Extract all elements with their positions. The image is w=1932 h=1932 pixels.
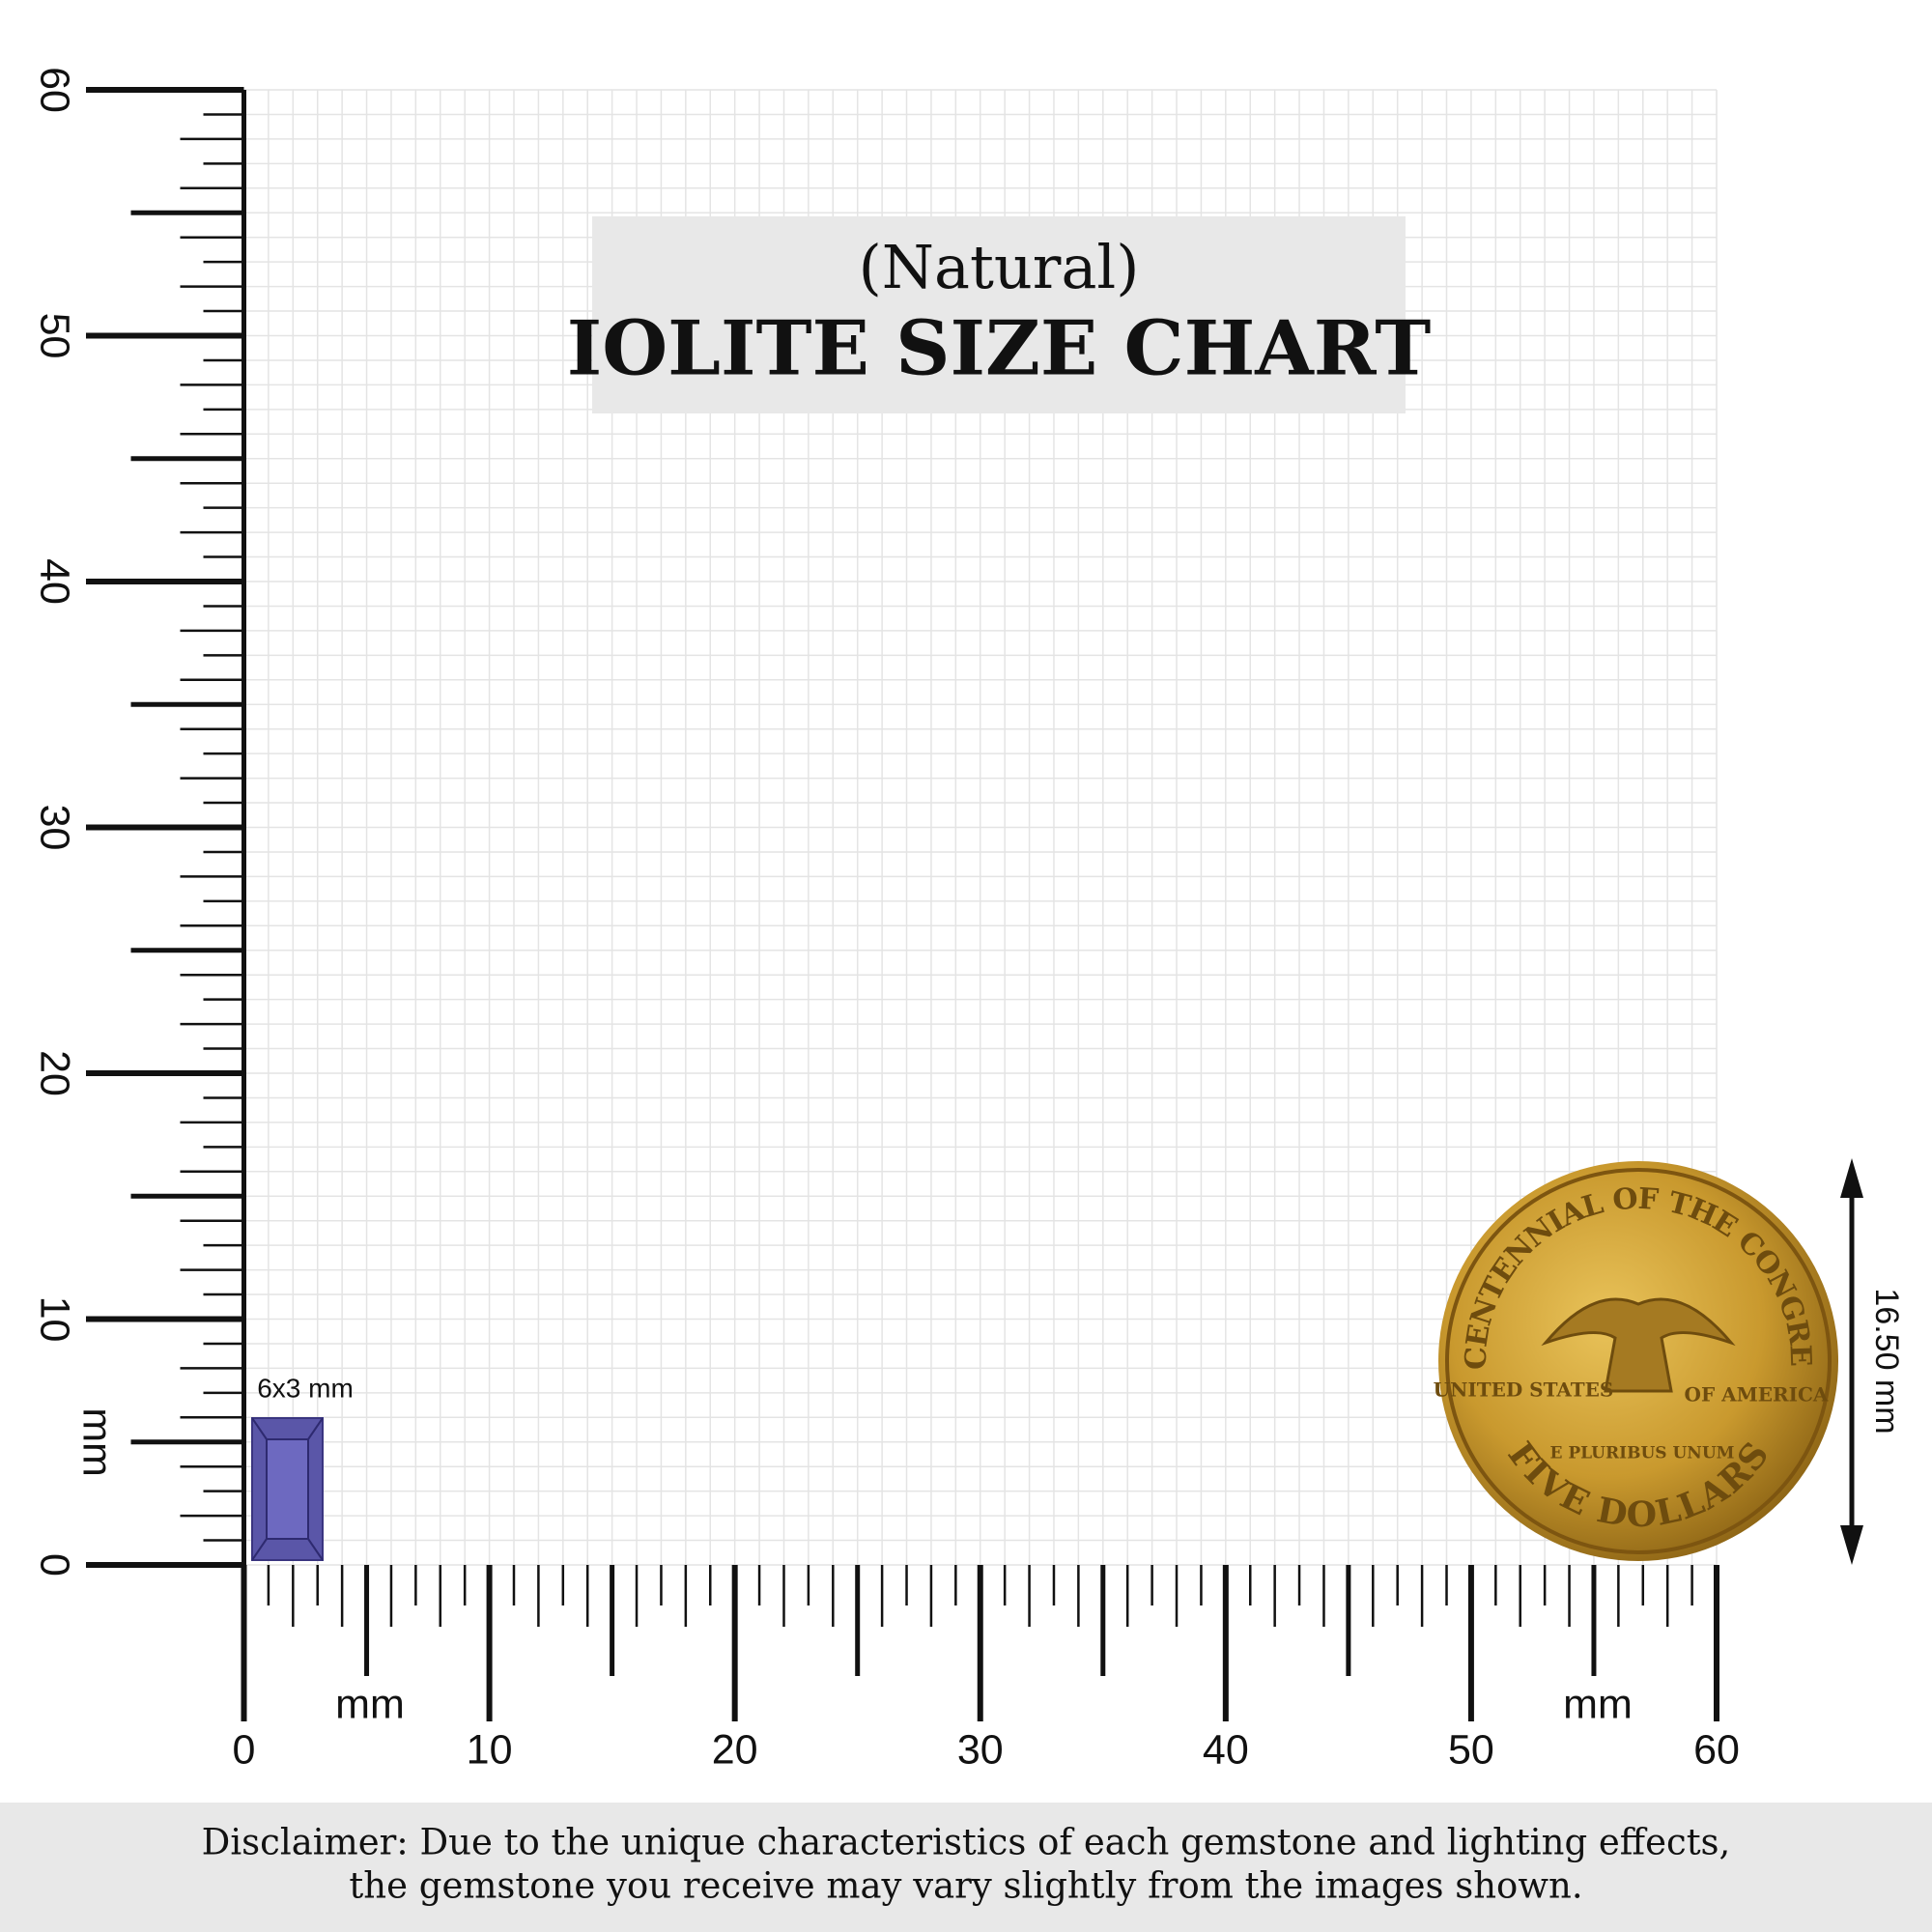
y-tick-label: 30 (32, 805, 78, 851)
coin-label: 16.50 mm (1868, 1288, 1905, 1434)
x-tick-label: 60 (1693, 1726, 1740, 1773)
gem (251, 1417, 324, 1561)
title: IOLITE SIZE CHART (567, 305, 1432, 393)
x-tick-label: 40 (1203, 1726, 1249, 1773)
title-box (592, 216, 1406, 413)
x-tick-label: 10 (467, 1726, 513, 1773)
coin-left-text: UNITED STATES (1434, 1378, 1614, 1402)
disclaimer-line: Disclaimer: Due to the unique characteri… (202, 1822, 1731, 1863)
x-unit-left: mm (335, 1681, 405, 1727)
y-tick-label: 0 (32, 1553, 78, 1577)
coin-right-text: OF AMERICA (1685, 1383, 1829, 1406)
grid (242, 89, 1718, 1566)
y-tick-label: 20 (32, 1050, 78, 1096)
y-tick-label: 10 (32, 1296, 78, 1343)
gem-facets (251, 1417, 324, 1561)
disclaimer-band (0, 1803, 1932, 1932)
x-tick-label: 50 (1448, 1726, 1494, 1773)
coin-eagle (1541, 1297, 1736, 1393)
disclaimer-line: the gemstone you receive may vary slight… (349, 1865, 1582, 1907)
gem-label: 6x3 mm (257, 1373, 354, 1403)
x-tick-label: 20 (712, 1726, 758, 1773)
y-tick-label: 50 (32, 313, 78, 359)
x-tick-label: 0 (233, 1726, 256, 1773)
y-unit: mm (74, 1407, 121, 1477)
coin-dimension-arrow (1840, 1158, 1863, 1565)
coin-rim (1445, 1168, 1832, 1554)
x-unit-right: mm (1563, 1681, 1633, 1727)
subtitle: (Natural) (859, 232, 1140, 302)
axes: 0 10 20 30 40 50 60 0 10 20 30 40 50 60 (32, 67, 1740, 1773)
coin-motto: E PLURIBUS UNUM (1550, 1444, 1735, 1463)
x-tick-label: 30 (957, 1726, 1004, 1773)
y-tick-label: 40 (32, 558, 78, 605)
y-tick-label: 60 (32, 67, 78, 113)
gem-table (266, 1438, 309, 1540)
